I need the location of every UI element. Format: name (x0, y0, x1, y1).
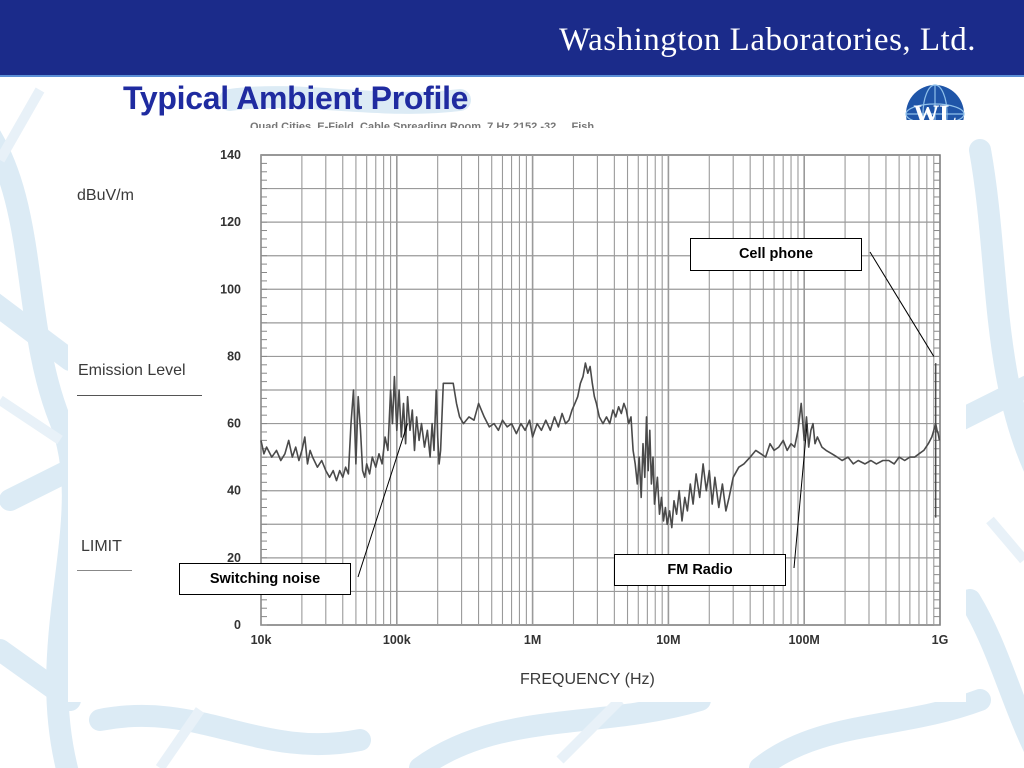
limit-legend-rule (77, 570, 132, 571)
switching-noise-leader (357, 423, 409, 578)
x-tick-label: 1G (932, 633, 949, 647)
emission-trace (260, 362, 941, 529)
y-tick-label: 100 (220, 282, 241, 296)
y-tick-label: 40 (227, 484, 241, 498)
x-tick-label: 100M (789, 633, 820, 647)
x-tick-label: 1M (524, 633, 541, 647)
cell-phone-leader (869, 251, 935, 357)
emission-level-label: Emission Level (78, 362, 186, 379)
y-tick-label: 60 (227, 417, 241, 431)
cell-phone-callout: Cell phone (690, 238, 862, 271)
header-bar: Washington Laboratories, Ltd. (0, 0, 1024, 77)
y-tick-label: 20 (227, 551, 241, 565)
y-tick-label: 120 (220, 215, 241, 229)
y-tick-label: 80 (227, 349, 241, 363)
chart-scan-panel (68, 120, 966, 702)
y-tick-label: 0 (234, 618, 241, 632)
y-tick-label: 140 (220, 148, 241, 162)
limit-label: LIMIT (81, 538, 122, 555)
fm-radio-leader (793, 423, 808, 569)
slide-title: Typical Ambient Profile (123, 80, 469, 116)
x-tick-label: 100k (383, 633, 411, 647)
emission-legend-rule (77, 395, 202, 396)
company-name: Washington Laboratories, Ltd. (559, 22, 976, 58)
fm-radio-callout: FM Radio (614, 554, 786, 586)
y-axis-unit-label: dBuV/m (77, 187, 134, 204)
x-axis-label: FREQUENCY (Hz) (520, 671, 655, 688)
x-tick-label: 10k (251, 633, 272, 647)
chart-caption: Quad Cities, E-Field, Cable Spreading Ro… (250, 121, 607, 128)
x-tick-label: 10M (656, 633, 680, 647)
switching-noise-callout: Switching noise (179, 563, 351, 595)
